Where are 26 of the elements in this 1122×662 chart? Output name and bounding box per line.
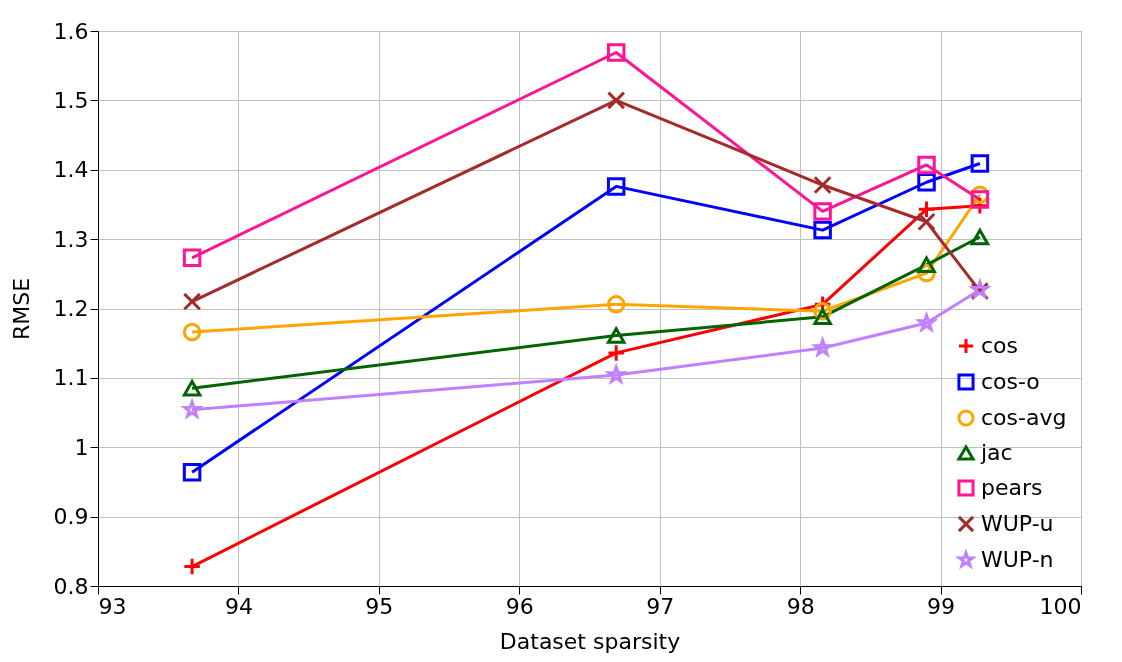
y-tick-label: 1.2 <box>53 296 89 321</box>
x-tick-label: 100 <box>1039 593 1082 619</box>
x-axis-title: Dataset sparsity <box>499 628 681 654</box>
x-tick-label: 99 <box>927 593 956 619</box>
legend-label: cos-o <box>981 369 1040 394</box>
y-tick-label: 1.1 <box>53 365 89 391</box>
y-tick-label: 1.4 <box>53 157 89 183</box>
y-tick-label: 1.5 <box>53 87 89 113</box>
x-tick-label: 95 <box>365 593 394 619</box>
y-tick-label: 1 <box>74 434 89 460</box>
y-axis-title: RMSE <box>8 277 34 341</box>
legend-label: WUP-u <box>981 511 1054 536</box>
legend-label: jac <box>980 440 1013 465</box>
y-tick-label: 1.6 <box>53 18 89 44</box>
y-tick-label: 1.3 <box>53 226 89 252</box>
legend-label: cos <box>981 333 1019 358</box>
y-tick-label: 0.8 <box>53 573 89 599</box>
x-tick-label: 98 <box>786 593 815 619</box>
y-tick-label: 0.9 <box>53 504 89 530</box>
legend-label: cos-avg <box>981 405 1067 430</box>
x-tick-label: 93 <box>98 593 127 619</box>
legend-label: WUP-n <box>981 547 1054 572</box>
x-tick-label: 94 <box>224 593 253 619</box>
legend-label: pears <box>981 475 1043 500</box>
x-tick-label: 97 <box>646 593 675 619</box>
x-tick-label: 96 <box>505 593 534 619</box>
